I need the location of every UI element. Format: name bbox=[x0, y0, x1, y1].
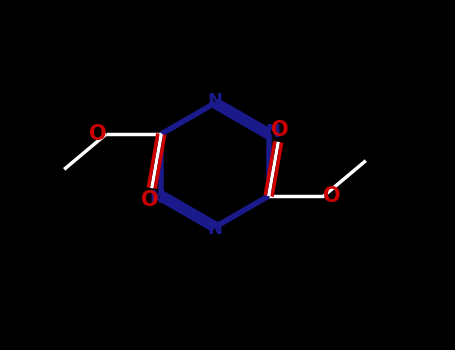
Text: N: N bbox=[207, 92, 222, 110]
Text: N: N bbox=[207, 220, 222, 238]
Text: O: O bbox=[272, 120, 289, 140]
Text: N: N bbox=[265, 123, 280, 141]
Text: O: O bbox=[141, 190, 159, 210]
Text: N: N bbox=[150, 189, 165, 207]
Text: O: O bbox=[323, 186, 340, 206]
Text: O: O bbox=[90, 124, 107, 144]
